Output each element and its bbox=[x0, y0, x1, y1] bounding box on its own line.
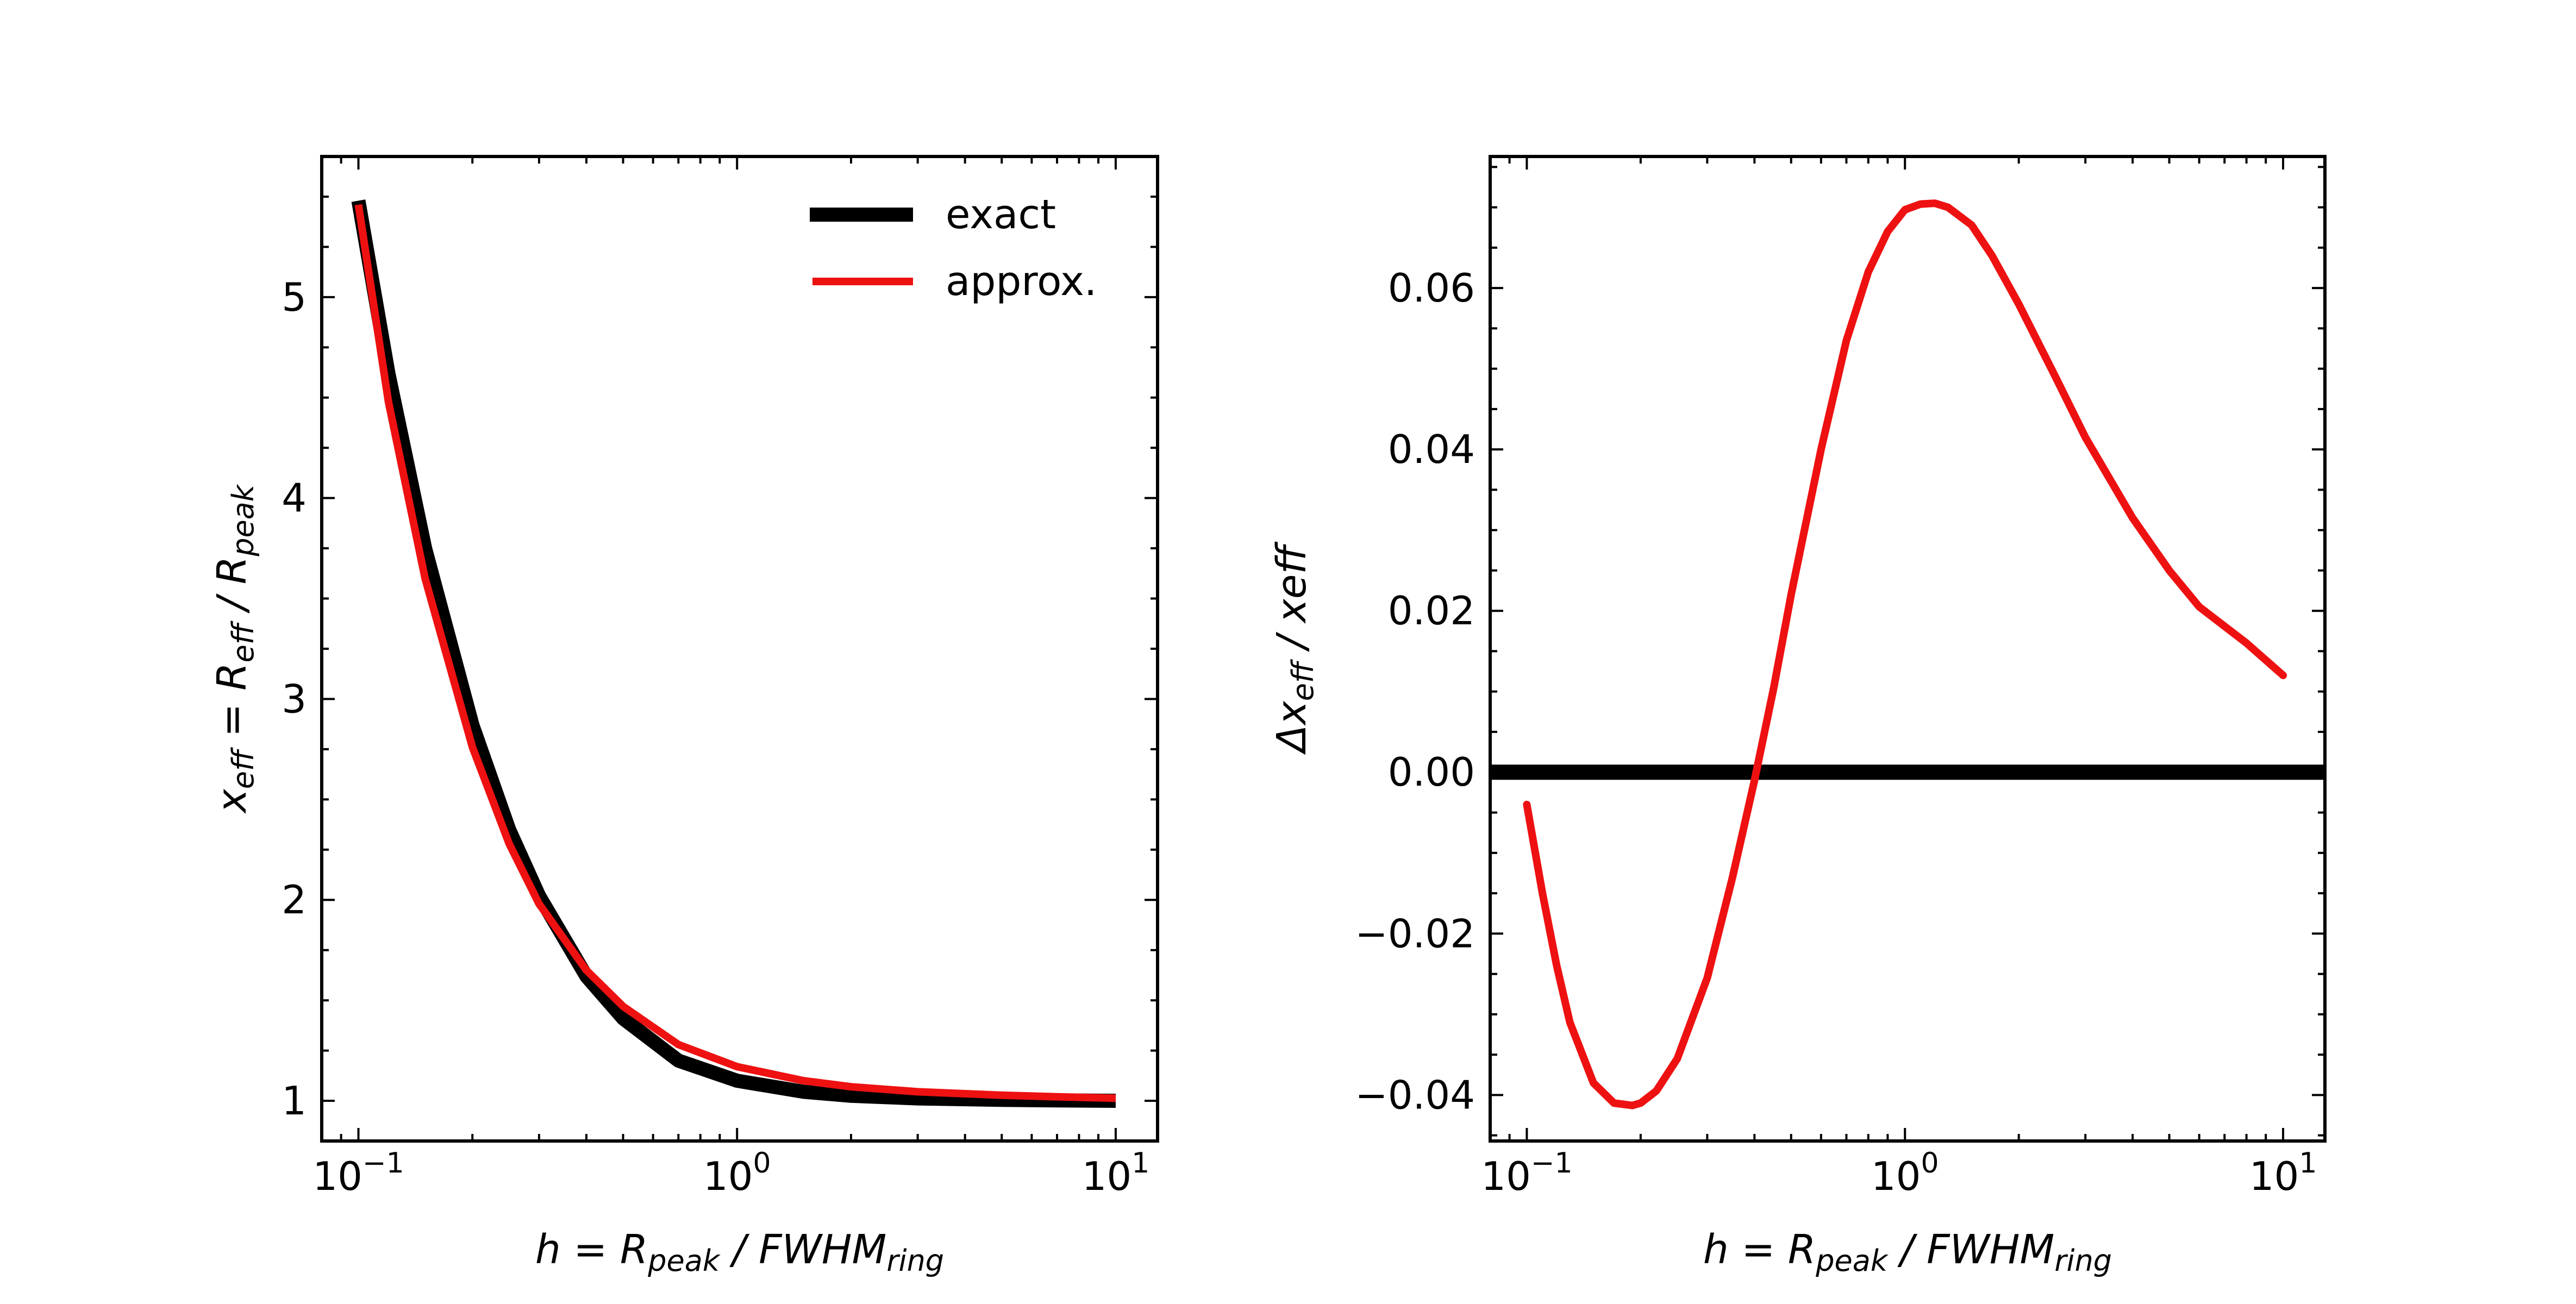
y-tick-label: 1 bbox=[282, 1078, 307, 1124]
legend-label-exact: exact bbox=[946, 191, 1056, 238]
x-tick-label: 101 bbox=[2249, 1147, 2317, 1199]
y-tick-label: −0.02 bbox=[1355, 911, 1475, 956]
x-tick-label: 10−1 bbox=[312, 1147, 404, 1199]
legend-label-approx: approx. bbox=[946, 258, 1097, 305]
y-tick-label: 3 bbox=[282, 676, 307, 722]
right-y-axis-label: Δxeff / xeff bbox=[1268, 541, 1320, 755]
series-line-relative-difference bbox=[1523, 199, 2287, 1109]
x-tick-label: 10−1 bbox=[1481, 1147, 1572, 1199]
y-tick-label: 0.06 bbox=[1388, 265, 1475, 311]
y-tick-label: 0.04 bbox=[1388, 427, 1475, 472]
x-tick-label: 101 bbox=[1082, 1147, 1150, 1199]
right-chart-panel: 10−1 100 101 −0.04 −0.02 0.00 0.02 0.04 0.06 h =… bbox=[1268, 155, 2327, 1278]
left-x-axis-label: h = Rpeak / FWHMring bbox=[535, 1226, 944, 1278]
series-line-approx- bbox=[354, 204, 1116, 1102]
y-tick-label: 4 bbox=[282, 475, 307, 521]
y-tick-label: −0.04 bbox=[1355, 1072, 1475, 1118]
left-chart-panel: 10−1 100 101 1 2 3 4 5 h = Rpeak / FWHMring xef… bbox=[209, 155, 1159, 1278]
left-plot-frame bbox=[320, 155, 1159, 1143]
y-tick-label: 5 bbox=[282, 274, 307, 320]
legend: exact approx. bbox=[810, 191, 1097, 305]
x-tick-label: 100 bbox=[703, 1147, 771, 1199]
series-line-exact bbox=[351, 199, 1116, 1108]
right-plot-frame bbox=[1489, 155, 2327, 1143]
left-y-axis-label: xeff = Reff / Rpeak bbox=[209, 483, 260, 814]
y-tick-label: 0.02 bbox=[1388, 588, 1475, 634]
right-x-axis-label: h = Rpeak / FWHMring bbox=[1703, 1226, 2112, 1278]
y-tick-label: 0.00 bbox=[1388, 749, 1475, 795]
y-tick-label: 2 bbox=[282, 877, 307, 923]
x-tick-label: 100 bbox=[1871, 1147, 1939, 1199]
